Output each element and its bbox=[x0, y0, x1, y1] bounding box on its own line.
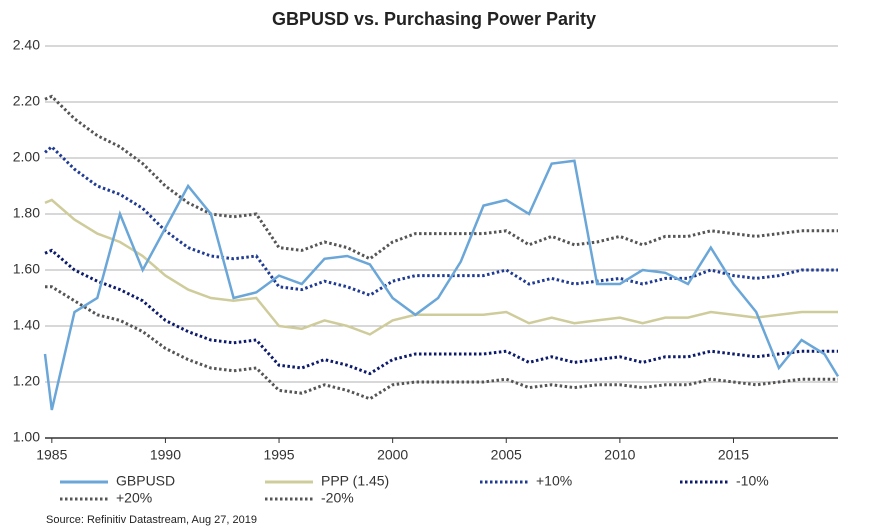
y-tick-label: 1.00 bbox=[13, 429, 40, 445]
legend-label: +10% bbox=[536, 473, 572, 489]
x-tick-label: 2000 bbox=[377, 447, 408, 463]
x-tick-label: 1985 bbox=[36, 447, 67, 463]
series-line bbox=[43, 159, 840, 411]
y-tick-label: 1.40 bbox=[13, 317, 40, 333]
series-line bbox=[44, 198, 838, 336]
source-note: Source: Refinitiv Datastream, Aug 27, 20… bbox=[46, 514, 257, 526]
y-tick-label: 2.40 bbox=[13, 37, 40, 53]
y-tick-label: 1.60 bbox=[13, 261, 40, 277]
x-tick-label: 2005 bbox=[491, 447, 522, 463]
legend-label: GBPUSD bbox=[116, 473, 175, 489]
y-tick-label: 1.20 bbox=[13, 373, 40, 389]
x-tick-label: 1990 bbox=[150, 447, 181, 463]
series-line bbox=[44, 144, 838, 297]
series-line bbox=[45, 285, 838, 401]
y-tick-label: 2.20 bbox=[13, 93, 40, 109]
legend-label: -10% bbox=[736, 473, 769, 489]
x-tick-label: 1995 bbox=[263, 447, 294, 463]
y-tick-label: 2.00 bbox=[13, 149, 40, 165]
x-tick-label: 2010 bbox=[604, 447, 635, 463]
legend-label: PPP (1.45) bbox=[321, 473, 389, 489]
legend-label: -20% bbox=[321, 490, 354, 506]
x-tick-label: 2015 bbox=[718, 447, 749, 463]
series-line bbox=[44, 94, 838, 261]
legend-label: +20% bbox=[116, 490, 152, 506]
series-line bbox=[44, 248, 838, 376]
y-tick-label: 1.80 bbox=[13, 205, 40, 221]
chart-title: GBPUSD vs. Purchasing Power Parity bbox=[272, 9, 596, 29]
